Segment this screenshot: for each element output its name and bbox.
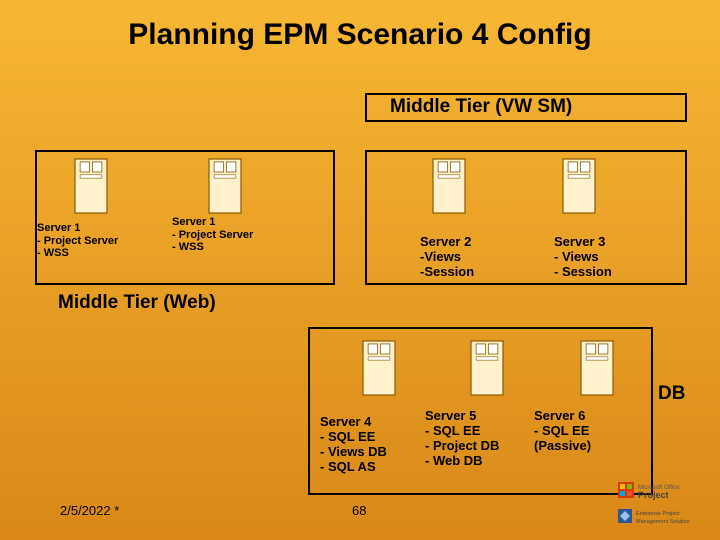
server-label: Server 1 - Project Server - WSS [37, 222, 118, 260]
svg-text:Project: Project [638, 490, 669, 500]
server-label: Server 1 - Project Server - WSS [172, 216, 253, 254]
server-icon [208, 158, 242, 219]
server-label: Server 4 - SQL EE - Views DB - SQL AS [320, 415, 387, 475]
server-icon [74, 158, 108, 219]
server-icon [562, 158, 596, 219]
page-title: Planning EPM Scenario 4 Config [0, 18, 720, 52]
server-label: Server 6 - SQL EE (Passive) [534, 409, 591, 454]
slide-root: Planning EPM Scenario 4 Config Middle Ti… [0, 0, 720, 540]
server-label: Server 3 - Views - Session [554, 235, 612, 280]
server-label: Server 2 -Views -Session [420, 235, 474, 280]
tier-web-label: Middle Tier (Web) [58, 292, 216, 314]
server-icon [362, 340, 396, 401]
server-icon [432, 158, 466, 219]
footer-date: 2/5/2022 * [60, 503, 119, 518]
server-icon [580, 340, 614, 401]
tier-vwsm-label: Middle Tier (VW SM) [390, 96, 572, 118]
ms-project-logo: Microsoft Office Project [618, 480, 708, 502]
tier-db-label: DB [658, 383, 685, 405]
page-number: 68 [352, 503, 366, 518]
server-label: Server 5 - SQL EE - Project DB - Web DB [425, 409, 499, 469]
server-icon [470, 340, 504, 401]
svg-text:Enterprise Project: Enterprise Project [636, 511, 680, 517]
epm-solution-logo: Enterprise Project Management Solution [618, 506, 708, 528]
tier-vwsm-body-box [365, 150, 687, 285]
svg-text:Management Solution: Management Solution [636, 519, 690, 525]
